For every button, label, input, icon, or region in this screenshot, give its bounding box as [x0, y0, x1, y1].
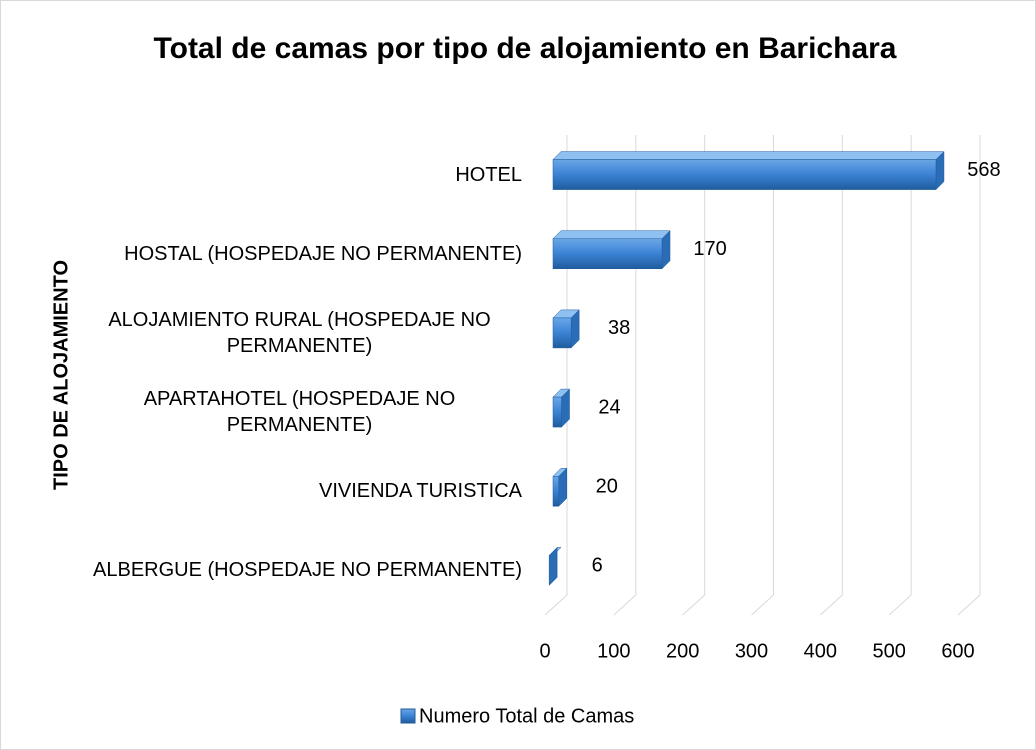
x-tick-label: 600: [941, 640, 974, 662]
grid-floor-line: [682, 594, 706, 616]
legend-label: Numero Total de Camas: [419, 705, 634, 727]
category-label-box: HOSTAL (HOSPEDAJE NO PERMANENTE): [62, 241, 522, 267]
bar: [552, 238, 663, 269]
grid-floor-line: [613, 594, 637, 616]
y-tick-label: HOSTAL (HOSPEDAJE NO PERMANENTE): [124, 242, 522, 265]
category-label-box: HOTEL: [62, 162, 522, 188]
data-label: 568: [967, 159, 1000, 181]
data-label: 24: [598, 396, 620, 418]
y-axis-title: TIPO DE ALOJAMIENTO: [50, 260, 72, 490]
category-label-box: ALBERGUE (HOSPEDAJE NO PERMANENTE): [62, 557, 522, 583]
grid-floor-line: [751, 594, 774, 616]
bar: [552, 159, 937, 190]
x-tick-label: 0: [539, 640, 550, 662]
data-label: 38: [608, 317, 630, 339]
y-tick-label: HOTEL: [455, 163, 522, 186]
data-label: 20: [596, 476, 618, 498]
bar: [552, 396, 562, 428]
category-label-box: VIVIENDA TURISTICA: [62, 478, 522, 504]
x-tick-label: 500: [872, 640, 905, 662]
y-tick-label: ALBERGUE (HOSPEDAJE NO PERMANENTE): [93, 559, 522, 582]
grid-floor-line: [957, 594, 981, 616]
y-tick-label: ALOJAMIENTO RURAL (HOSPEDAJE NO PERMANEN…: [108, 308, 491, 357]
x-tick-label: 200: [666, 640, 699, 662]
bar-end: [548, 546, 558, 587]
grid-floor-line: [544, 594, 568, 616]
category-label-box: APARTAHOTEL (HOSPEDAJE NO PERMANENTE): [62, 386, 522, 438]
grid-floor-line: [819, 594, 843, 616]
legend-swatch: [400, 708, 416, 724]
bar-top: [552, 230, 671, 239]
x-tick-label: 100: [597, 640, 630, 662]
bar-top: [552, 151, 945, 160]
category-label-box: ALOJAMIENTO RURAL (HOSPEDAJE NO PERMANEN…: [62, 307, 522, 359]
y-tick-label: VIVIENDA TURISTICA: [318, 480, 522, 503]
grid-floor-line: [888, 594, 912, 616]
x-tick-label: 400: [804, 640, 837, 662]
bar: [552, 476, 560, 507]
y-tick-label: APARTAHOTEL (HOSPEDAJE NO PERMANENTE): [143, 388, 456, 437]
data-label: 170: [693, 238, 726, 260]
data-label: 6: [592, 555, 603, 577]
chart-title: Total de camas por tipo de alojamiento e…: [154, 32, 897, 65]
bar: [552, 317, 572, 349]
x-tick-label: 300: [735, 640, 768, 662]
